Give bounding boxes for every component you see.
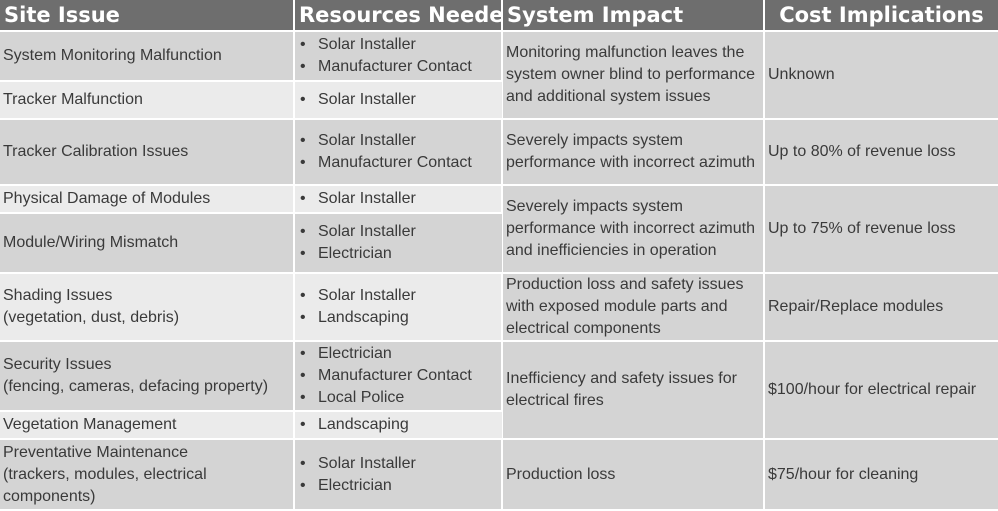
resources-cell: Solar InstallerElectrician (294, 439, 503, 511)
table-row: Vegetation Management Landscaping (0, 411, 998, 440)
resources-cell: Solar InstallerManufacturer Contact (294, 31, 503, 82)
resources-list: Solar InstallerElectrician (298, 221, 499, 265)
resources-list: Solar InstallerElectrician (298, 453, 498, 497)
site-issue-text: System Monitoring Malfunction (3, 47, 222, 64)
site-issue-cell: Preventative Maintenance (trackers, modul… (0, 439, 295, 511)
site-issue-text: Vegetation Management (3, 416, 177, 433)
resource-item: Manufacturer Contact (298, 56, 498, 78)
site-issue-text: Preventative Maintenance (trackers, modul… (3, 443, 207, 505)
site-issue-cell: Module/Wiring Mismatch (0, 213, 295, 274)
resources-list: Solar Installer (298, 89, 499, 111)
system-impact-cell: Production loss (502, 439, 765, 511)
resources-cell: Solar Installer (294, 81, 502, 120)
site-issue-cell: Tracker Calibration Issues (0, 119, 295, 186)
cost-implication-cell: Repair/Replace modules (764, 273, 998, 342)
resources-list: Solar InstallerManufacturer Contact (298, 34, 498, 78)
header-cost-implications: Cost Implications (764, 0, 998, 32)
resource-item: Solar Installer (298, 188, 498, 210)
site-issue-cell: Vegetation Management (0, 411, 295, 440)
cost-implication-cell: $75/hour for cleaning (764, 439, 998, 511)
resources-cell: Solar Installer (294, 185, 503, 214)
site-issue-cell: Shading Issues (vegetation, dust, debris) (0, 273, 295, 342)
table-row: System Monitoring Malfunction Solar Inst… (0, 31, 998, 120)
resource-item: Solar Installer (298, 453, 498, 475)
system-impact-cell: Severely impacts system performance with… (502, 119, 765, 186)
cost-implication-cell: Unknown (764, 31, 998, 120)
resource-item: Electrician (298, 475, 498, 497)
resources-cell: ElectricianManufacturer ContactLocal Pol… (294, 341, 503, 412)
site-issue-text: Physical Damage of Modules (3, 190, 211, 207)
system-impact-cell: Severely impacts system performance with… (502, 185, 765, 274)
resource-item: Solar Installer (298, 34, 498, 56)
resources-cell: Landscaping (294, 411, 502, 440)
site-issue-text: Tracker Calibration Issues (3, 143, 189, 160)
header-site-issue: Site Issue (0, 0, 295, 32)
site-issue-cell: Security Issues (fencing, cameras, defaci… (0, 341, 295, 412)
site-issue-cell: System Monitoring Malfunction (0, 31, 295, 82)
site-issue-cell: Tracker Malfunction (0, 81, 295, 120)
resources-list: Landscaping (298, 414, 499, 436)
resource-item: Solar Installer (298, 285, 498, 307)
resources-list: Solar InstallerLandscaping (298, 285, 498, 329)
resources-list: Solar Installer (298, 188, 498, 210)
resources-cell: Solar InstallerElectrician (294, 213, 502, 274)
resource-item: Landscaping (298, 414, 499, 436)
resource-item: Local Police (298, 387, 498, 409)
table-row: Module/Wiring Mismatch Solar InstallerEl… (0, 213, 998, 274)
resource-item: Electrician (298, 343, 498, 365)
system-impact-cell: Monitoring malfunction leaves the system… (502, 31, 765, 120)
site-issue-cell: Physical Damage of Modules (0, 185, 295, 214)
header-row: Site Issue Resources Needed System Impac… (0, 0, 998, 32)
header-system-impact: System Impact (502, 0, 765, 32)
site-issue-text: Module/Wiring Mismatch (3, 234, 179, 251)
resources-list: ElectricianManufacturer ContactLocal Pol… (298, 343, 498, 409)
resource-item: Electrician (298, 243, 499, 265)
table-row: Preventative Maintenance (trackers, modul… (0, 439, 998, 511)
resource-item: Solar Installer (298, 221, 499, 243)
table-row: Tracker Calibration Issues Solar Install… (0, 119, 998, 186)
table-row: Tracker Malfunction Solar Installer (0, 81, 998, 120)
cost-implication-cell: $100/hour for electrical repair (764, 341, 998, 440)
header-resources-needed: Resources Needed (294, 0, 503, 32)
resource-item: Solar Installer (298, 89, 499, 111)
resource-item: Solar Installer (298, 130, 498, 152)
resources-list: Solar InstallerManufacturer Contact (298, 130, 498, 174)
resource-item: Landscaping (298, 307, 498, 329)
resource-item: Manufacturer Contact (298, 365, 498, 387)
site-issue-text: Security Issues (fencing, cameras, defaci… (3, 356, 269, 395)
cost-implication-cell: Up to 75% of revenue loss (764, 185, 998, 274)
site-issue-text: Tracker Malfunction (3, 91, 143, 108)
system-impact-cell: Production loss and safety issues with e… (502, 273, 765, 342)
resources-cell: Solar InstallerManufacturer Contact (294, 119, 503, 186)
system-impact-cell: Inefficiency and safety issues for elect… (502, 341, 765, 440)
resource-item: Manufacturer Contact (298, 152, 498, 174)
cost-implication-cell: Up to 80% of revenue loss (764, 119, 998, 186)
table-row: Shading Issues (vegetation, dust, debris)… (0, 273, 998, 342)
table-row: Physical Damage of Modules Solar Install… (0, 185, 998, 274)
site-issue-text: Shading Issues (vegetation, dust, debris) (3, 287, 180, 326)
table-row: Security Issues (fencing, cameras, defaci… (0, 341, 998, 440)
resources-cell: Solar InstallerLandscaping (294, 273, 503, 342)
